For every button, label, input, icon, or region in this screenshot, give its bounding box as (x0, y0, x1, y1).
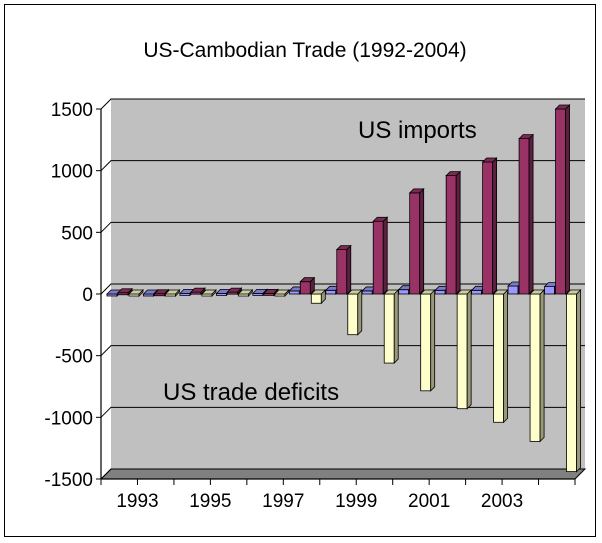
bar-series-2 (117, 287, 133, 296)
y-tick-labels: -1500 -1000 -500 0 500 1000 1500 (44, 100, 93, 491)
gridline (100, 160, 585, 172)
gridlines (100, 98, 585, 480)
bar-series-3 (565, 289, 582, 473)
bar-series-3 (492, 289, 509, 424)
bar-series-3 (346, 289, 363, 336)
bar-series-3 (273, 289, 290, 297)
bar-series-3 (164, 289, 181, 297)
y-tick-label: 1500 (51, 100, 93, 121)
y-tick-label: 500 (61, 223, 93, 244)
x-tick-label: 1993 (116, 491, 158, 512)
annotation-us-trade-deficits: US trade deficits (163, 379, 339, 406)
gridline (100, 468, 585, 480)
bar-series-2 (518, 133, 535, 295)
chart-frame: US-Cambodian Trade (1992-2004) -1500 -100… (4, 4, 596, 537)
bar-series-3 (456, 289, 473, 410)
bar-series-2 (335, 244, 352, 295)
bar-series-3 (237, 289, 254, 297)
bar-series-2 (189, 287, 206, 296)
bar-series-2 (481, 157, 498, 295)
x-tick-label: 1999 (335, 491, 377, 512)
x-tick-label: 2001 (408, 491, 450, 512)
gridline (100, 283, 585, 295)
y-tick-label: -1000 (44, 408, 93, 429)
x-tick-labels: 1993 1995 1997 1999 2001 2003 (116, 491, 523, 512)
y-tick-label: 1000 (51, 162, 93, 183)
bar-series-3 (128, 289, 144, 297)
bars (106, 104, 582, 473)
bar-series-2 (408, 187, 425, 295)
bar-series-2 (299, 276, 316, 295)
bar-series-2 (554, 104, 571, 295)
bar-series-2 (445, 170, 462, 295)
y-tick-label: 0 (82, 285, 93, 306)
bar-series-2 (226, 287, 243, 296)
bar-series-2 (372, 216, 389, 295)
bar-series-3 (419, 289, 436, 392)
x-tick-label: 1995 (189, 491, 231, 512)
bar-series-3 (200, 289, 217, 297)
annotation-us-imports: US imports (358, 117, 477, 144)
gridline (100, 221, 585, 233)
bar-series-3 (529, 289, 546, 443)
axes (96, 108, 576, 485)
y-tick-label: -1500 (44, 470, 93, 491)
gridline (100, 98, 585, 110)
bar-series-3 (383, 289, 400, 365)
bar-series-3 (310, 289, 327, 305)
y-tick-label: -500 (55, 347, 93, 368)
x-tick-label: 1997 (262, 491, 304, 512)
chart-title: US-Cambodian Trade (1992-2004) (143, 39, 466, 62)
chart: US-Cambodian Trade (1992-2004) -1500 -100… (44, 39, 587, 512)
x-tick-label: 2003 (481, 491, 523, 512)
plot-floor (99, 468, 587, 480)
gridline (100, 406, 585, 418)
